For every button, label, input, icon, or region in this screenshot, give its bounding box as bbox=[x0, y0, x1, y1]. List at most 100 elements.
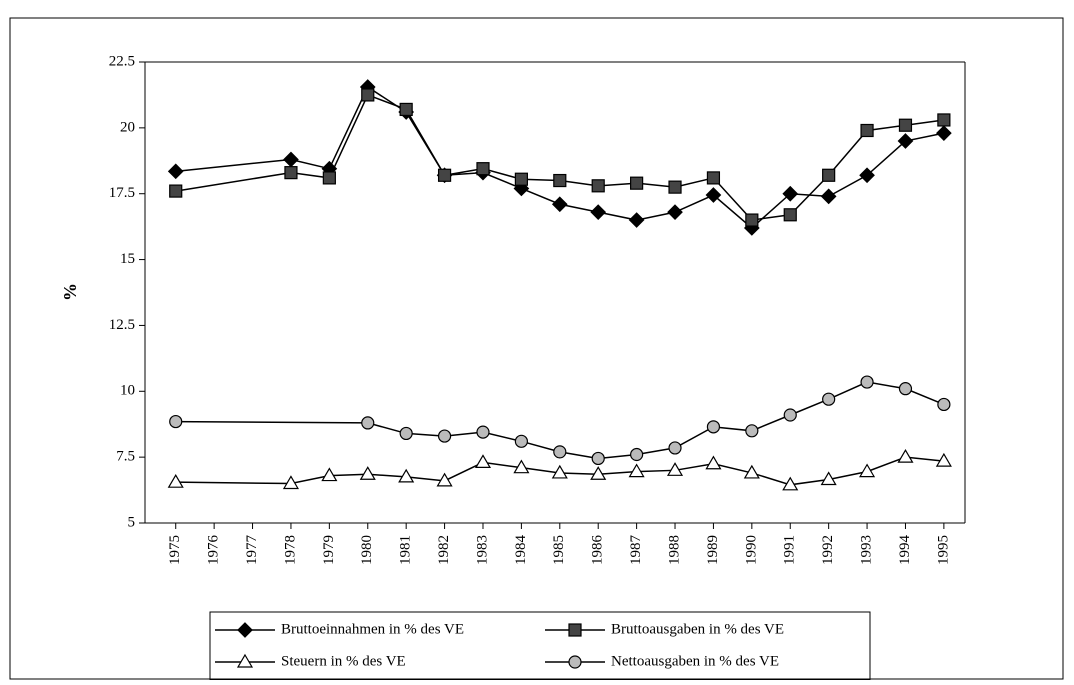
legend-label: Bruttoausgaben in % des VE bbox=[611, 621, 784, 637]
x-tick-label: 1975 bbox=[167, 535, 183, 565]
data-point bbox=[937, 113, 951, 127]
x-tick-label: 1978 bbox=[282, 535, 298, 565]
data-point bbox=[783, 408, 797, 422]
data-point bbox=[628, 212, 645, 228]
data-point bbox=[706, 171, 721, 185]
x-tick-label: 1990 bbox=[743, 535, 759, 565]
y-tick-label: 20 bbox=[120, 119, 135, 135]
data-point bbox=[666, 462, 684, 476]
legend-marker bbox=[237, 622, 253, 638]
data-point bbox=[630, 447, 644, 462]
legend-marker bbox=[568, 623, 582, 637]
data-point bbox=[898, 118, 913, 132]
x-tick-label: 1984 bbox=[513, 535, 529, 566]
y-tick-label: 10 bbox=[120, 383, 135, 399]
data-point bbox=[937, 397, 951, 412]
data-point bbox=[630, 176, 644, 190]
x-tick-label: 1979 bbox=[321, 535, 337, 565]
data-point bbox=[705, 187, 722, 203]
data-point bbox=[628, 463, 645, 478]
x-tick-label: 1980 bbox=[359, 535, 375, 565]
x-tick-label: 1992 bbox=[820, 535, 836, 565]
y-tick-label: 7.5 bbox=[116, 449, 135, 465]
data-point bbox=[783, 208, 797, 222]
data-point bbox=[513, 459, 530, 474]
data-point bbox=[399, 102, 413, 117]
data-point bbox=[820, 471, 837, 486]
data-point bbox=[476, 162, 490, 176]
data-point bbox=[936, 125, 952, 141]
data-point bbox=[705, 455, 722, 470]
data-point bbox=[706, 420, 721, 434]
data-point bbox=[822, 168, 836, 182]
data-point bbox=[551, 464, 568, 479]
data-point bbox=[283, 151, 299, 168]
data-point bbox=[553, 445, 567, 459]
data-point bbox=[284, 166, 298, 180]
data-point bbox=[167, 473, 184, 488]
data-point bbox=[514, 434, 528, 448]
data-point bbox=[668, 441, 682, 455]
x-tick-label: 1977 bbox=[244, 535, 260, 566]
data-point bbox=[437, 168, 452, 182]
data-point bbox=[167, 163, 184, 180]
x-tick-label: 1995 bbox=[935, 535, 951, 565]
chart-border bbox=[9, 17, 1064, 680]
data-point bbox=[820, 188, 837, 205]
data-point bbox=[897, 448, 914, 463]
data-point bbox=[169, 184, 183, 198]
y-tick-label: 17.5 bbox=[109, 185, 135, 201]
data-point bbox=[782, 476, 799, 491]
data-point bbox=[860, 123, 874, 138]
data-point bbox=[399, 426, 413, 441]
data-point bbox=[590, 204, 607, 221]
data-point bbox=[743, 464, 760, 479]
data-point bbox=[822, 392, 836, 406]
data-point bbox=[282, 475, 299, 490]
data-point bbox=[437, 429, 452, 443]
x-tick-label: 1981 bbox=[398, 535, 414, 565]
legend-marker bbox=[568, 655, 582, 669]
data-point bbox=[476, 425, 490, 439]
x-tick-label: 1994 bbox=[897, 535, 913, 566]
y-tick-label: 22.5 bbox=[109, 53, 135, 69]
data-point bbox=[745, 424, 759, 438]
data-point bbox=[745, 213, 759, 227]
data-point bbox=[591, 451, 605, 466]
data-point bbox=[436, 472, 453, 487]
data-point bbox=[590, 466, 607, 480]
data-point bbox=[935, 452, 952, 467]
data-point bbox=[859, 167, 875, 184]
x-tick-label: 1993 bbox=[858, 535, 874, 565]
data-point bbox=[782, 185, 799, 202]
data-point bbox=[667, 204, 683, 221]
x-tick-label: 1987 bbox=[628, 535, 644, 566]
data-point bbox=[359, 466, 376, 480]
data-point bbox=[668, 180, 682, 194]
data-point bbox=[551, 196, 568, 213]
data-point bbox=[859, 463, 876, 478]
y-axis-label: % bbox=[60, 283, 80, 301]
data-point bbox=[591, 179, 605, 193]
legend-label: Steuern in % des VE bbox=[281, 653, 406, 669]
x-tick-label: 1989 bbox=[705, 535, 721, 565]
legend-label: Nettoausgaben in % des VE bbox=[611, 653, 779, 669]
data-point bbox=[169, 414, 183, 429]
data-point bbox=[322, 171, 336, 185]
y-tick-label: 12.5 bbox=[109, 317, 135, 333]
data-point bbox=[514, 172, 528, 186]
y-tick-label: 5 bbox=[128, 514, 136, 530]
y-tick-label: 15 bbox=[120, 251, 135, 267]
data-point bbox=[361, 88, 375, 102]
x-tick-label: 1991 bbox=[782, 535, 798, 565]
data-point bbox=[321, 467, 338, 482]
legend-label: Bruttoeinnahmen in % des VE bbox=[281, 621, 464, 637]
data-point bbox=[897, 133, 914, 149]
data-point bbox=[553, 173, 567, 188]
x-tick-label: 1985 bbox=[551, 535, 567, 565]
data-point bbox=[474, 454, 492, 469]
x-tick-label: 1983 bbox=[474, 535, 490, 565]
legend-marker bbox=[236, 653, 254, 668]
data-point bbox=[860, 375, 874, 389]
